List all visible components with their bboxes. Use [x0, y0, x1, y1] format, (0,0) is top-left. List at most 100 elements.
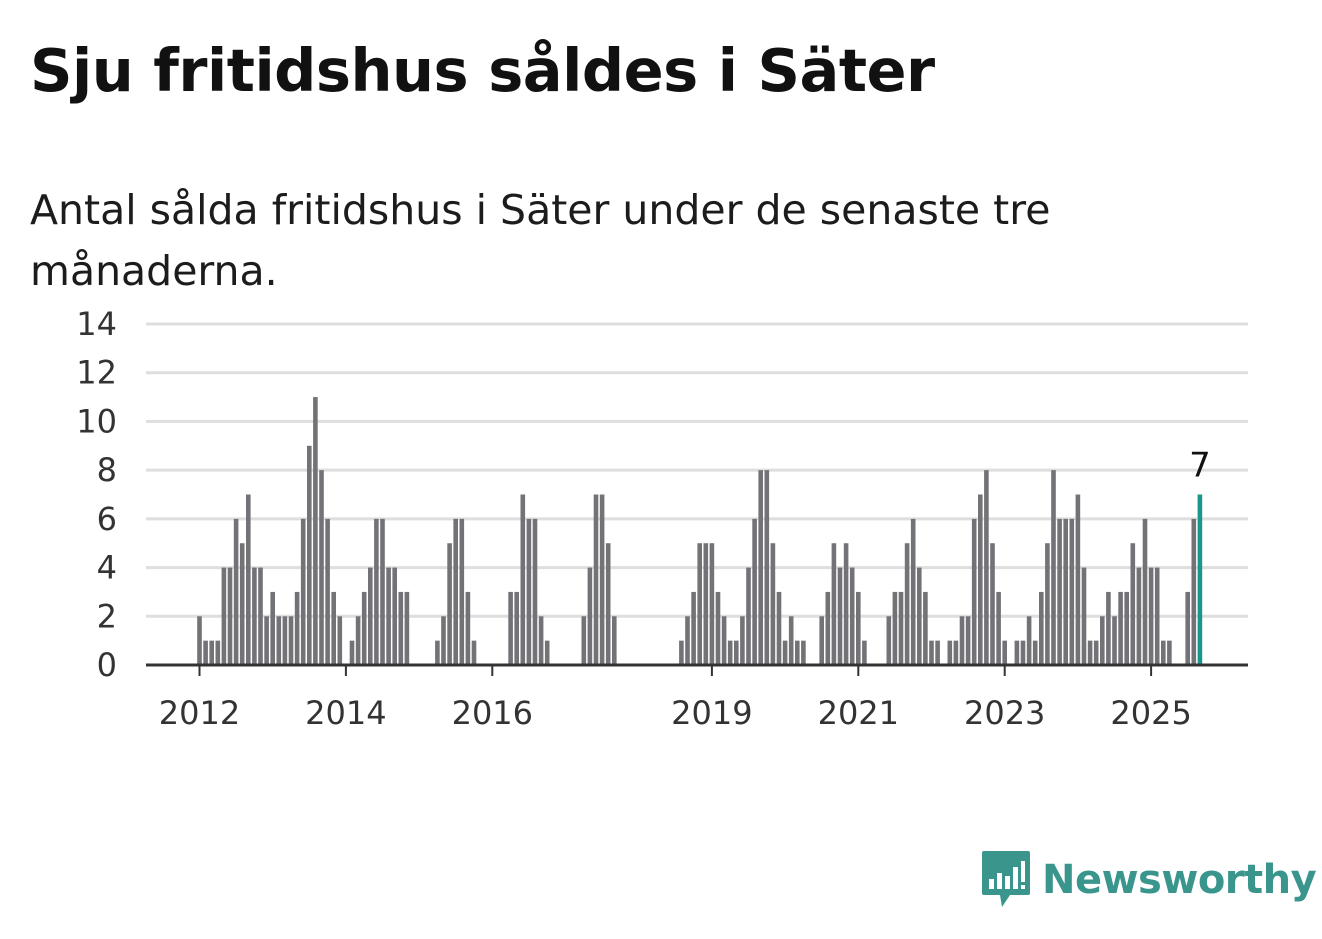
bar	[1100, 616, 1105, 665]
bar	[288, 616, 294, 665]
bar	[770, 543, 776, 665]
bars	[197, 397, 1203, 665]
bar	[984, 470, 989, 665]
bar	[923, 591, 928, 665]
bar	[526, 518, 532, 665]
y-tick-label: 10	[76, 402, 117, 440]
bar	[917, 567, 922, 665]
y-tick-label: 8	[97, 451, 117, 489]
bar	[447, 543, 452, 665]
bar	[685, 616, 690, 665]
bar	[886, 616, 892, 665]
bar	[904, 543, 910, 665]
bar	[239, 543, 245, 665]
bar	[374, 518, 379, 665]
bar	[605, 543, 611, 665]
y-tick-label: 6	[97, 500, 117, 538]
bar	[1142, 518, 1148, 665]
bar	[1124, 591, 1129, 665]
bar	[758, 470, 763, 665]
bar	[325, 518, 330, 665]
bar	[1087, 640, 1093, 665]
bar	[349, 640, 355, 665]
x-tick-label: 2021	[818, 694, 899, 732]
bar	[337, 616, 343, 665]
bar	[227, 567, 233, 665]
bar	[368, 567, 373, 665]
bar	[831, 543, 837, 665]
bar	[380, 518, 385, 665]
axes	[146, 663, 1248, 676]
bar	[532, 518, 538, 665]
bar	[819, 616, 824, 665]
y-tick-label: 4	[97, 549, 117, 587]
bar	[996, 591, 1001, 665]
bar	[508, 591, 513, 665]
bar	[1063, 518, 1068, 665]
bar	[971, 518, 977, 665]
bar	[441, 616, 446, 665]
highlight-bar	[1197, 494, 1203, 665]
bar	[398, 591, 404, 665]
bar	[1014, 640, 1020, 665]
bar	[1161, 640, 1166, 665]
bar	[612, 616, 617, 665]
bar	[679, 640, 684, 665]
bar	[1075, 494, 1081, 665]
bar	[929, 640, 934, 665]
bar	[471, 640, 477, 665]
bar	[1051, 470, 1056, 665]
x-tick-label: 2014	[305, 694, 386, 732]
bar	[581, 616, 587, 665]
bar	[898, 591, 904, 665]
bar	[392, 567, 397, 665]
bar	[221, 567, 227, 665]
bar	[404, 591, 410, 665]
bar	[1020, 640, 1026, 665]
bar	[307, 445, 312, 665]
bar	[1112, 616, 1117, 665]
newsworthy-brand[interactable]: Newsworthy	[980, 848, 1317, 912]
bar	[801, 640, 806, 665]
x-tick-label: 2025	[1110, 694, 1191, 732]
bar	[721, 616, 727, 665]
bar	[1148, 567, 1154, 665]
bar	[459, 518, 465, 665]
bar	[1191, 518, 1197, 665]
bar	[691, 591, 696, 665]
bar	[386, 567, 391, 665]
bar	[1167, 640, 1172, 665]
bar	[727, 640, 733, 665]
bar	[1130, 543, 1136, 665]
bar	[520, 494, 526, 665]
bar	[252, 567, 257, 665]
chart-subtitle: Antal sålda fritidshus i Säter under de …	[30, 186, 1051, 295]
bar	[599, 494, 605, 665]
bar	[782, 640, 788, 665]
bar	[435, 640, 440, 665]
bar	[270, 591, 275, 665]
bar	[740, 616, 745, 665]
x-tick-label: 2023	[964, 694, 1045, 732]
bar	[990, 543, 995, 665]
bar	[849, 567, 855, 665]
bar	[1093, 640, 1099, 665]
bar	[795, 640, 800, 665]
y-tick-label: 2	[97, 597, 117, 635]
bar	[1118, 591, 1123, 665]
y-tick-label: 0	[97, 646, 117, 684]
bar	[953, 640, 959, 665]
bar	[965, 616, 971, 665]
bar	[538, 616, 544, 665]
bar	[959, 616, 965, 665]
bar	[1185, 591, 1190, 665]
bar	[215, 640, 221, 665]
bar	[837, 567, 843, 665]
bar	[856, 591, 861, 665]
bar	[453, 518, 458, 665]
bar	[1154, 567, 1160, 665]
bar	[1069, 518, 1075, 665]
bar	[788, 616, 794, 665]
bar	[935, 640, 940, 665]
bar	[715, 591, 721, 665]
